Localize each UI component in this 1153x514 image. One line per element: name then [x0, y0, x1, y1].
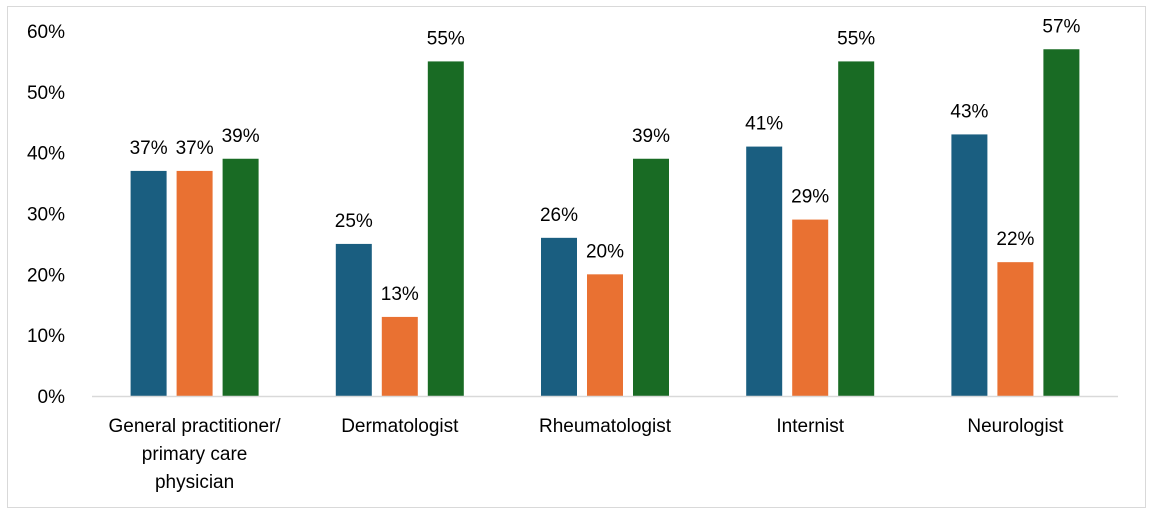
- data-label: 39%: [632, 126, 670, 147]
- bar: [222, 158, 259, 396]
- data-label: 25%: [335, 211, 373, 232]
- y-tick-label: 60%: [27, 22, 65, 43]
- bar: [838, 61, 875, 397]
- bar: [997, 262, 1034, 396]
- bar: [587, 274, 623, 396]
- y-tick-label: 40%: [27, 144, 65, 165]
- data-label: 22%: [996, 229, 1034, 250]
- data-label: 55%: [837, 28, 875, 49]
- data-label: 26%: [540, 205, 578, 226]
- y-axis-ticks: 0% 10% 20% 30% 40% 50% 60%: [27, 22, 65, 408]
- category-label: Rheumatologist: [539, 416, 672, 437]
- data-label: 37%: [176, 138, 214, 159]
- y-tick-label: 20%: [27, 265, 65, 286]
- bar: [427, 61, 464, 397]
- bar: [541, 237, 577, 396]
- category-label: General practitioner/: [109, 416, 282, 437]
- bar: [335, 243, 372, 396]
- category-label: Internist: [776, 416, 844, 437]
- bars: [130, 49, 1080, 397]
- bar: [633, 158, 669, 396]
- data-labels: 37% 37% 39% 25% 13% 55% 26% 20% 39% 41% 29% 55% 43% 2…: [130, 16, 1081, 305]
- y-tick-label: 50%: [27, 83, 65, 104]
- category-label: physician: [155, 472, 234, 493]
- category-label: primary care: [142, 444, 248, 465]
- data-label: 37%: [130, 138, 168, 159]
- data-label: 20%: [586, 241, 624, 262]
- category-labels: General practitioner/primary care physici…: [109, 416, 1065, 493]
- data-label: 43%: [950, 101, 988, 122]
- data-label: 57%: [1042, 16, 1080, 37]
- data-label: 39%: [222, 126, 260, 147]
- category-label: Dermatologist: [341, 416, 459, 437]
- data-label: 29%: [791, 187, 829, 208]
- bar: [746, 146, 783, 396]
- bar: [176, 170, 213, 396]
- bar: [951, 134, 988, 396]
- bar: [1043, 49, 1080, 396]
- y-tick-label: 30%: [27, 205, 65, 226]
- data-label: 13%: [381, 284, 419, 305]
- category-label: Neurologist: [967, 416, 1064, 437]
- data-label: 55%: [427, 28, 465, 49]
- bar: [130, 170, 167, 396]
- bar: [792, 219, 829, 396]
- y-tick-label: 0%: [38, 387, 66, 408]
- data-label: 41%: [745, 114, 783, 135]
- bar: [381, 316, 418, 396]
- y-tick-label: 10%: [27, 326, 65, 347]
